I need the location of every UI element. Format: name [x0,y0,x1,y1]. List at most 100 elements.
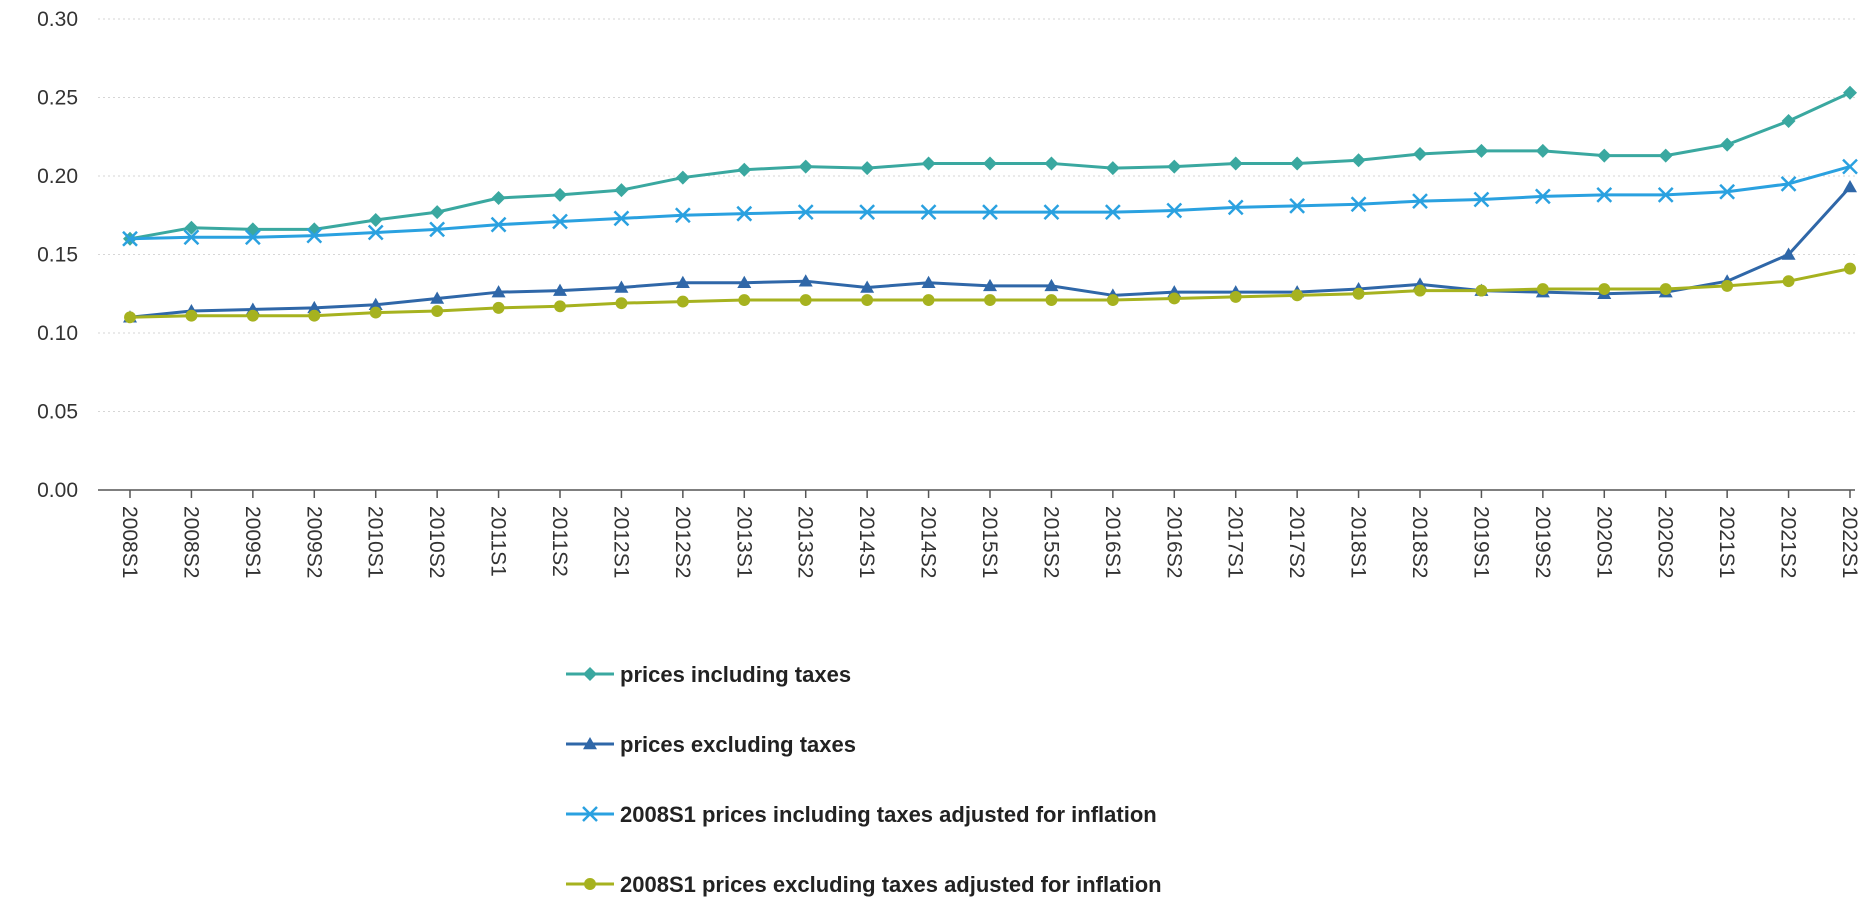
data-point [1350,196,1367,213]
y-tick-label: 0.00 [37,479,78,502]
y-tick-label: 0.15 [37,244,78,267]
data-point [737,162,752,177]
data-point [124,311,136,324]
data-point [308,309,321,322]
data-point [1412,193,1428,210]
data-point [1844,262,1856,275]
legend-label: 2008S1 prices including taxes adjusted f… [620,802,1157,827]
data-point [553,283,567,296]
series-4 [124,262,1856,324]
legend-item: prices excluding taxes [566,732,856,757]
data-point [737,275,752,289]
x-tick-label: 2015S1 [978,506,1001,578]
data-point [922,294,935,306]
x-tick-label: 2016S1 [1101,506,1124,578]
data-point [431,305,444,317]
data-point [1351,153,1366,168]
legend: prices including taxes prices excluding t… [566,662,1162,897]
y-tick-label: 0.25 [37,87,78,110]
data-point [738,294,751,306]
data-point [491,285,506,298]
x-marker-stroke [122,230,138,247]
data-point [798,274,813,287]
x-tick-label: 2008S2 [179,506,202,578]
data-point [1721,279,1734,292]
data-point [1475,284,1488,297]
x-tick-label: 2019S2 [1531,506,1554,578]
data-point [1843,179,1857,193]
data-point [676,295,689,308]
data-point [1166,202,1183,219]
data-point [1045,294,1058,306]
x-marker-stroke [1657,186,1674,203]
data-point [1474,143,1489,158]
data-point [983,156,997,171]
data-point [244,229,261,246]
data-point [1658,148,1673,163]
data-point [491,190,506,205]
data-point [1044,156,1059,171]
data-point [368,212,383,227]
x-tick-label: 2020S2 [1654,506,1677,578]
data-point [1413,147,1427,162]
x-tick-label: 2015S2 [1039,506,1062,578]
data-point [583,737,597,750]
x-tick-label: 2011S2 [548,506,571,577]
x-marker-stroke [1166,202,1183,219]
data-point [1228,156,1243,171]
x-tick-label: 2012S1 [609,506,632,578]
data-point [921,156,936,171]
x-tick-label: 2012S2 [671,506,694,578]
x-marker-stroke [183,229,200,246]
legend-item: 2008S1 prices including taxes adjusted f… [566,802,1157,827]
data-point [736,205,753,222]
x-marker-stroke [1473,191,1490,208]
grid [98,18,1855,412]
data-point [1229,290,1242,303]
data-point [429,221,446,238]
data-point [674,207,691,224]
x-marker-stroke [674,207,691,224]
x-tick-label: 2018S2 [1408,506,1431,578]
x-marker-stroke [1596,186,1613,203]
data-point [1473,191,1490,208]
x-marker-stroke [982,204,998,220]
x-marker-stroke [1534,188,1551,205]
data-point [553,187,567,202]
data-point [183,229,200,246]
y-tick-label: 0.10 [37,322,78,345]
data-point [1289,197,1306,214]
data-point [1598,283,1611,295]
y-tick-label: 0.05 [37,401,78,424]
data-point [1043,204,1060,220]
data-point [797,204,814,220]
data-point [614,280,629,293]
x-tick-label: 2014S1 [855,506,878,578]
x-marker-stroke [1412,193,1428,210]
data-point [614,183,629,198]
data-point [1596,186,1613,203]
data-point [983,278,997,292]
x-tick-label: 2010S2 [425,506,448,578]
axes: 0.00 0.05 0.10 0.15 0.20 0.25 0.30 2008S1 2008S2… [37,8,1861,578]
data-point [1781,247,1796,260]
x-tick-label: 2021S2 [1777,506,1800,578]
data-point [1227,199,1244,216]
x-tick-label: 2016S2 [1162,506,1185,578]
data-point [1290,156,1305,171]
data-point [675,275,690,289]
x-marker-stroke [1227,199,1244,216]
x-marker-stroke [244,229,261,246]
data-point [860,280,875,293]
data-point [1534,188,1551,205]
data-point [1044,278,1059,292]
data-point [1657,186,1674,203]
legend-item: prices including taxes [566,662,851,687]
data-point [613,210,630,227]
y-tick-label: 0.20 [37,165,78,188]
data-point [367,224,384,241]
series-group [122,85,1858,324]
data-point [1782,275,1795,288]
data-point [1104,204,1121,220]
x-tick-label: 2014S2 [917,506,940,578]
